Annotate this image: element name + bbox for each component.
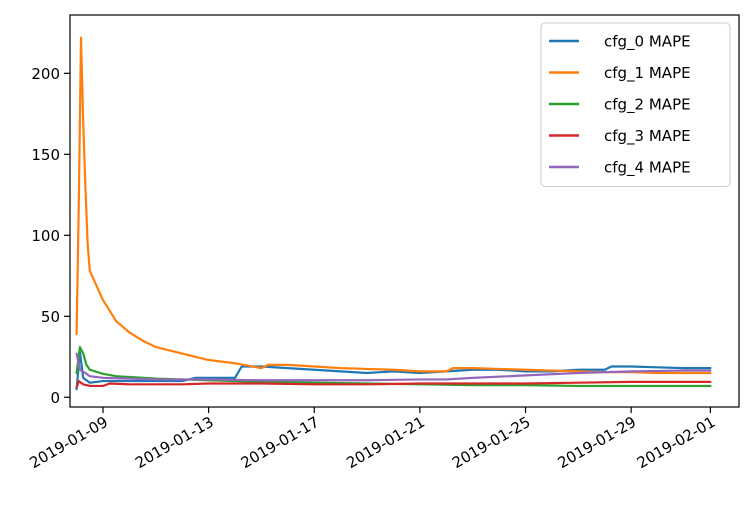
- series-line-cfg-1: [75, 36, 712, 375]
- series-layer: [75, 36, 712, 391]
- legend-box: [540, 22, 731, 187]
- legend-label-cfg-2: cfg_2 MAPE: [604, 96, 691, 115]
- y-axis: 0 50 100 150 200: [31, 65, 70, 407]
- series-line-cfg-4: [75, 352, 712, 382]
- legend: cfg_0 MAPE cfg_1 MAPE cfg_2 MAPE cfg_3 MAPE…: [540, 22, 731, 187]
- series-line-cfg-3: [75, 379, 712, 389]
- legend-label-cfg-3: cfg_3 MAPE: [604, 127, 691, 146]
- plot-frame: [69, 14, 740, 408]
- legend-label-cfg-0: cfg_0 MAPE: [604, 33, 691, 52]
- y-tick-label: 50: [41, 308, 60, 326]
- y-tick-label: 0: [50, 389, 60, 407]
- legend-label-cfg-1: cfg_1 MAPE: [604, 64, 691, 83]
- y-tick-label: 100: [31, 227, 60, 245]
- series-line-cfg-0: [75, 350, 712, 391]
- y-tick-label: 150: [31, 146, 60, 164]
- y-tick-label: 200: [31, 65, 60, 83]
- legend-label-cfg-4: cfg_4 MAPE: [604, 159, 691, 178]
